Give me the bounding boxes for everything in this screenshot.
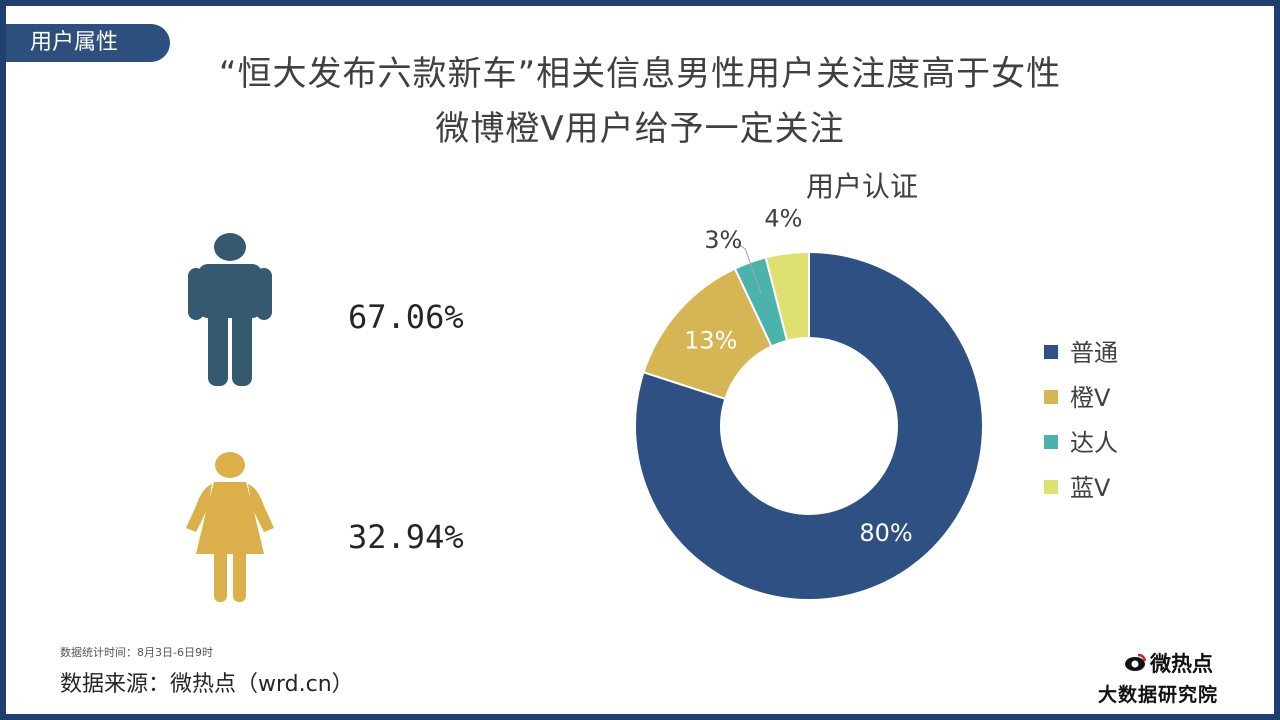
weibo-eye-icon bbox=[1125, 653, 1146, 671]
data-source: 数据来源：微热点（wrd.cn） bbox=[60, 672, 354, 697]
slice-label-3: 3% bbox=[704, 226, 742, 254]
chart-title: 用户认证 bbox=[806, 170, 918, 203]
legend-label-3: 达人 bbox=[1070, 429, 1118, 457]
page-title-line-1: “恒大发布六款新车”相关信息男性用户关注度高于女性 bbox=[218, 54, 1062, 94]
slice-label-4: 4% bbox=[764, 205, 802, 233]
logo-line-1: 微热点 bbox=[1150, 652, 1213, 676]
legend-swatch-2 bbox=[1044, 390, 1058, 404]
slice-4 bbox=[764, 250, 810, 342]
logo-line-2: 大数据研究院 bbox=[1098, 684, 1219, 706]
legend-label-4: 蓝V bbox=[1070, 474, 1111, 502]
legend-swatch-4 bbox=[1044, 480, 1058, 494]
female-icon bbox=[186, 452, 274, 602]
slice-label-2: 13% bbox=[684, 326, 737, 354]
slice-1 bbox=[634, 250, 984, 601]
legend-label-2: 橙V bbox=[1070, 384, 1111, 412]
data-time-note: 数据统计时间：8月3日-6日9时 bbox=[60, 646, 213, 659]
leader-line-3 bbox=[737, 242, 762, 294]
male-icon bbox=[188, 233, 272, 386]
male-percent: 67.06% bbox=[348, 298, 464, 336]
logo: 微热点 大数据研究院 bbox=[1098, 648, 1238, 707]
legend-swatch-3 bbox=[1044, 435, 1058, 449]
legend-label-1: 普通 bbox=[1070, 339, 1118, 367]
slide: 用户属性 “恒大发布六款新车”相关信息男性用户关注度高于女性 微博橙V用户给予一… bbox=[6, 6, 1274, 714]
legend-swatch-1 bbox=[1044, 345, 1058, 359]
slice-label-1: 80% bbox=[859, 519, 912, 547]
female-percent: 32.94% bbox=[348, 518, 464, 556]
page-title-line-2: 微博橙V用户给予一定关注 bbox=[435, 109, 845, 149]
section-tag: 用户属性 bbox=[6, 24, 170, 62]
